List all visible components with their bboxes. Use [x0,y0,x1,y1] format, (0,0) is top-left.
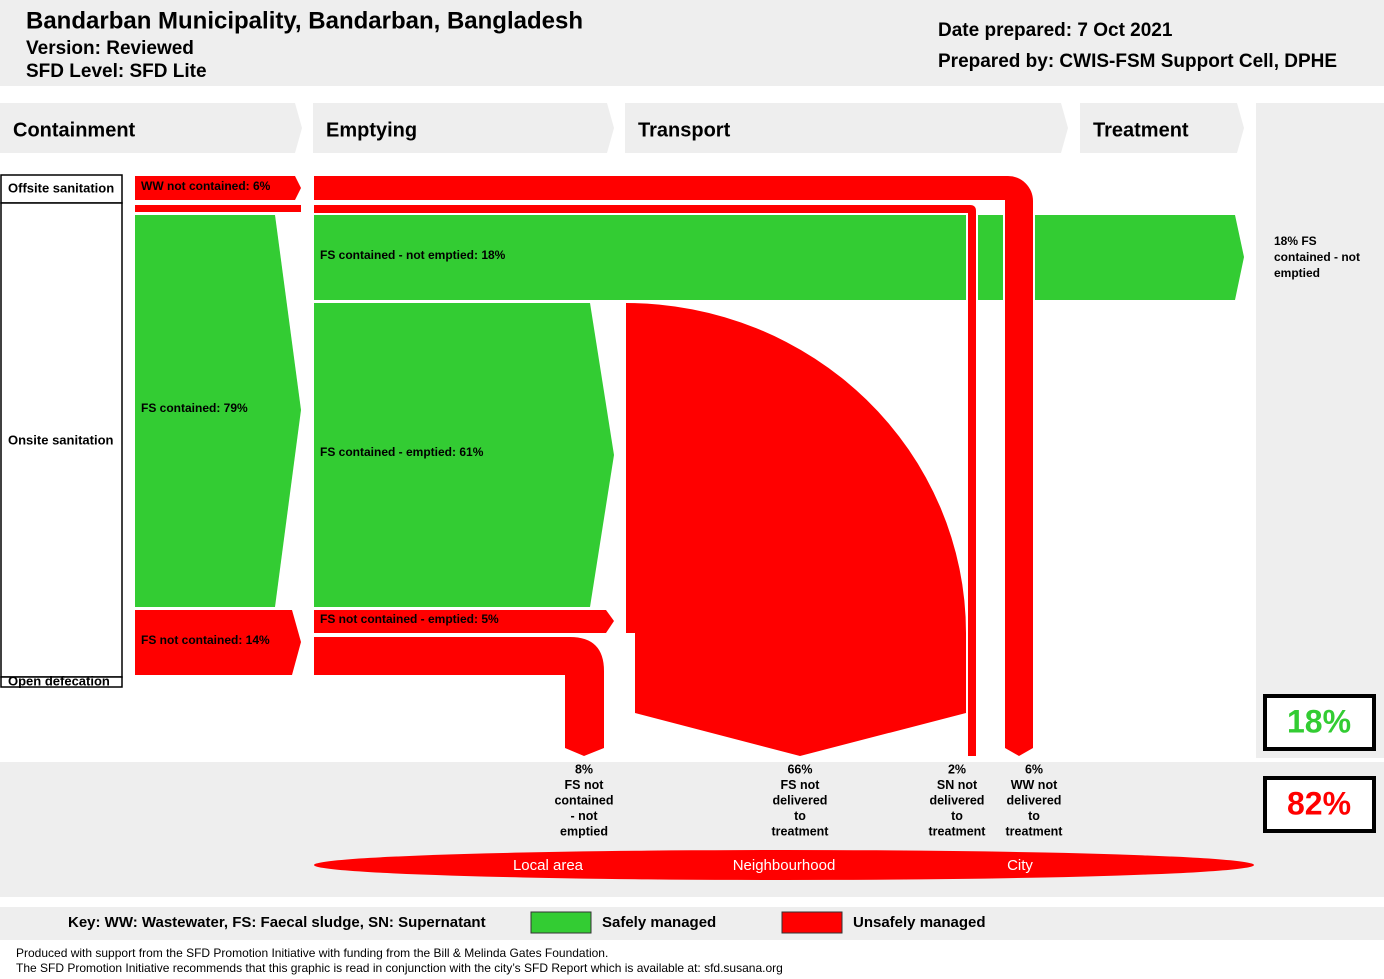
row-label: Open defecation [8,673,110,688]
stage-arrow [0,103,302,153]
outcome-label: treatment [929,824,987,838]
key-label: Unsafely managed [853,914,986,931]
unsafe-box [1263,776,1376,833]
outcome-label: 66% [787,762,812,776]
treatment-note: contained - not [1274,250,1360,264]
outcome-label: 6% [1025,762,1043,776]
outcome-label: SN not [937,778,978,792]
outcome-label: 8% [575,762,593,776]
flow-label: FS contained - emptied: 61% [320,445,484,459]
outcome-label: 2% [948,762,966,776]
safe-flow [1035,215,1244,300]
outcome-label: treatment [1006,824,1064,838]
stage-arrow [1080,103,1244,153]
key-swatch [530,911,592,934]
outcome-label: to [951,809,963,823]
unsafe-flow [135,610,301,675]
treatment-note: 18% FS [1274,234,1317,248]
stage-label: Transport [638,119,731,141]
row-box [0,174,123,204]
flow-label: WW not contained: 6% [141,179,271,193]
area-band [314,850,1254,880]
area-label: Local area [513,857,584,874]
row-label: Offsite sanitation [8,180,114,195]
outcome-label: delivered [773,793,828,807]
row-box [0,202,123,678]
stage-arrow [313,103,614,153]
flow-label: FS contained: 79% [141,401,248,415]
prepared-by: Prepared by: CWIS-FSM Support Cell, DPHE [938,51,1337,72]
outcome-label: to [1028,809,1040,823]
safe-flow [314,215,966,300]
header-bg [0,0,1384,86]
row-box [0,676,123,688]
stage-label: Emptying [326,119,417,141]
unsafe-total: 82% [1287,785,1351,821]
safe-flow [135,215,301,607]
safe-flow [314,303,614,607]
unsafe-flow [626,303,966,756]
level: SFD Level: SFD Lite [26,61,207,82]
treatment-note: emptied [1274,266,1320,280]
outcome-label: contained [554,793,613,807]
footer: The SFD Promotion Initiative recommends … [16,961,783,975]
stage-label: Treatment [1093,119,1189,141]
unsafe-flow [314,610,614,633]
title: Bandarban Municipality, Bandarban, Bangl… [26,7,583,34]
key-label: Safely managed [602,914,716,931]
key-swatch [781,911,843,934]
flow-label: FS contained - not emptied: 18% [320,248,506,262]
footer: Produced with support from the SFD Promo… [16,946,608,960]
outcome-label: to [794,809,806,823]
safe-total: 18% [1287,703,1351,739]
area-label: City [1007,857,1033,874]
outcome-label: FS not [781,778,821,792]
treatment-column [1256,103,1384,758]
row-label: Onsite sanitation [8,432,114,447]
key-band [0,907,1384,940]
outcome-label: WW not [1011,778,1058,792]
outcome-label: emptied [560,824,608,838]
unsafe-flow [314,637,604,756]
version: Version: Reviewed [26,38,194,59]
unsafe-flow [135,176,301,200]
outcome-label: treatment [772,824,830,838]
safe-box [1263,694,1376,751]
stage-label: Containment [13,119,136,141]
safe-flow [978,215,1003,300]
flow-label: FS not contained: 14% [141,633,270,647]
unsafe-flow [135,205,301,212]
outcome-label: delivered [930,793,985,807]
outcome-label: delivered [1007,793,1062,807]
flow-label: FS not contained - emptied: 5% [320,612,499,626]
outcome-label: - not [570,809,598,823]
date: Date prepared: 7 Oct 2021 [938,20,1173,41]
stage-arrow [625,103,1068,153]
outcome-label: FS not [565,778,605,792]
key-title: Key: WW: Wastewater, FS: Faecal sludge, … [68,914,486,931]
area-label: Neighbourhood [733,857,836,874]
